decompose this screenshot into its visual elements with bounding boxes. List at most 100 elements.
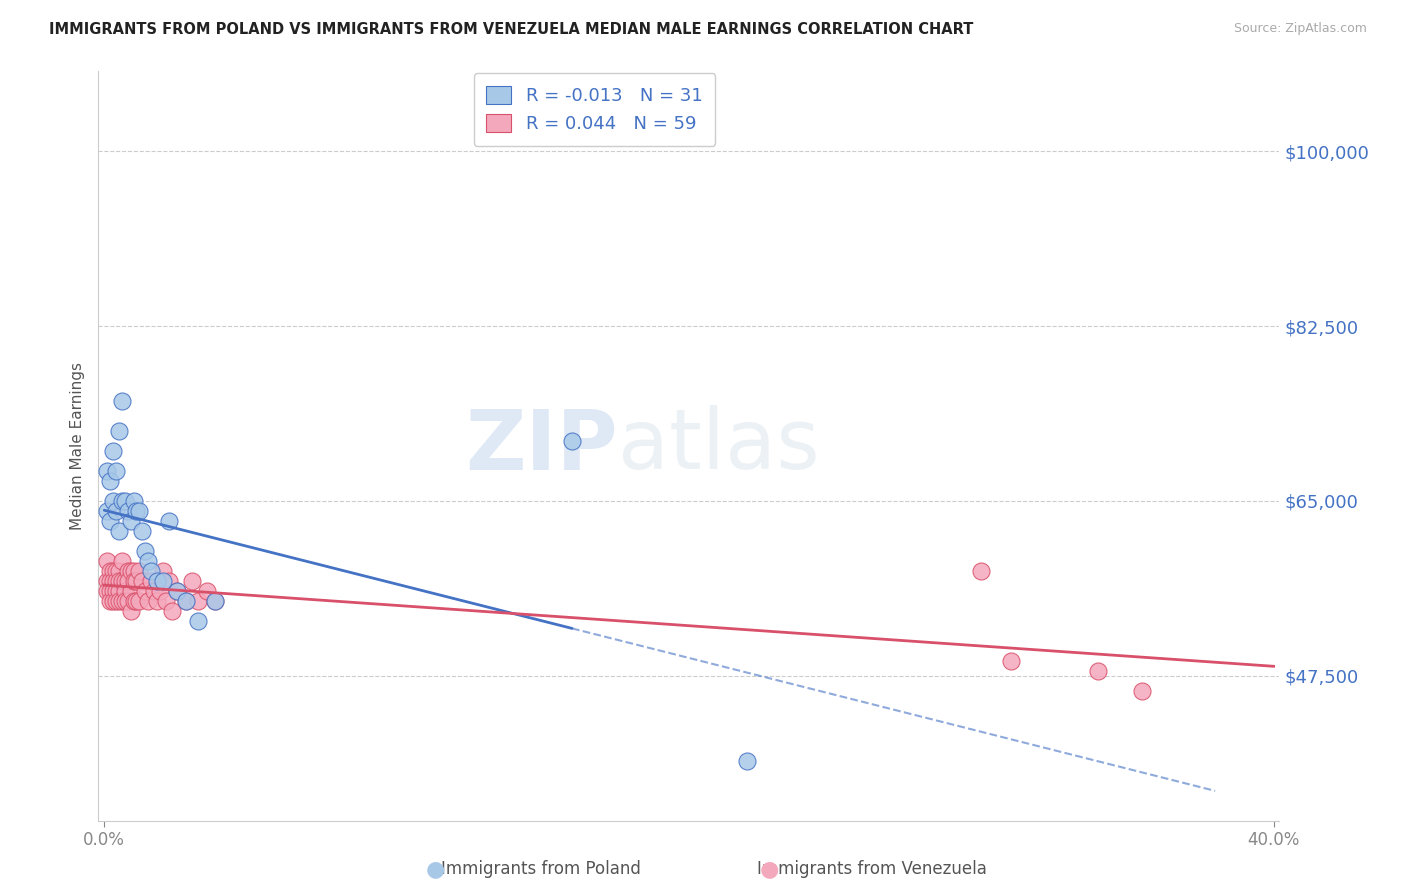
Point bbox=[111, 394, 134, 409]
Point bbox=[114, 583, 136, 598]
Point bbox=[117, 574, 139, 588]
Text: ●: ● bbox=[426, 859, 446, 879]
Point bbox=[131, 524, 153, 538]
Point bbox=[139, 574, 162, 588]
Point bbox=[120, 583, 142, 598]
Point bbox=[166, 583, 188, 598]
Point bbox=[111, 574, 134, 588]
Point bbox=[96, 554, 118, 568]
Point bbox=[157, 574, 180, 588]
Point bbox=[136, 554, 159, 568]
Point bbox=[111, 494, 134, 508]
Point bbox=[122, 494, 145, 508]
Point bbox=[136, 594, 159, 608]
Point bbox=[111, 554, 134, 568]
Text: IMMIGRANTS FROM POLAND VS IMMIGRANTS FROM VENEZUELA MEDIAN MALE EARNINGS CORRELA: IMMIGRANTS FROM POLAND VS IMMIGRANTS FRO… bbox=[49, 22, 973, 37]
Point bbox=[117, 504, 139, 518]
Point bbox=[187, 594, 209, 608]
Point bbox=[204, 594, 226, 608]
Point bbox=[108, 424, 131, 438]
Point bbox=[98, 564, 121, 578]
Point bbox=[104, 564, 127, 578]
Point bbox=[122, 564, 145, 578]
Text: Immigrants from Poland: Immigrants from Poland bbox=[441, 860, 641, 878]
Point bbox=[104, 594, 127, 608]
Point bbox=[101, 444, 124, 458]
Point bbox=[128, 564, 150, 578]
Point bbox=[143, 583, 166, 598]
Point bbox=[155, 594, 177, 608]
Point bbox=[125, 594, 148, 608]
Legend: R = -0.013   N = 31, R = 0.044   N = 59: R = -0.013 N = 31, R = 0.044 N = 59 bbox=[474, 73, 716, 146]
Point bbox=[98, 514, 121, 528]
Point bbox=[114, 594, 136, 608]
Point bbox=[187, 614, 209, 628]
Point bbox=[152, 574, 174, 588]
Point bbox=[152, 564, 174, 578]
Point bbox=[146, 594, 169, 608]
Point bbox=[96, 583, 118, 598]
Point bbox=[101, 494, 124, 508]
Point bbox=[1000, 654, 1022, 668]
Point bbox=[101, 594, 124, 608]
Point bbox=[96, 504, 118, 518]
Point bbox=[204, 594, 226, 608]
Point bbox=[134, 583, 156, 598]
Point bbox=[108, 524, 131, 538]
Point bbox=[104, 583, 127, 598]
Point bbox=[128, 594, 150, 608]
Point bbox=[125, 504, 148, 518]
Point bbox=[1087, 664, 1109, 678]
Point bbox=[98, 583, 121, 598]
Point bbox=[104, 504, 127, 518]
Point bbox=[160, 604, 183, 618]
Point bbox=[101, 564, 124, 578]
Point bbox=[108, 594, 131, 608]
Point bbox=[149, 583, 172, 598]
Point bbox=[181, 574, 204, 588]
Point bbox=[561, 434, 583, 448]
Point bbox=[108, 564, 131, 578]
Point bbox=[101, 574, 124, 588]
Point bbox=[120, 564, 142, 578]
Point bbox=[166, 583, 188, 598]
Point bbox=[195, 583, 218, 598]
Point bbox=[125, 574, 148, 588]
Text: ●: ● bbox=[759, 859, 779, 879]
Point bbox=[114, 494, 136, 508]
Point bbox=[970, 564, 993, 578]
Point bbox=[122, 594, 145, 608]
Point bbox=[114, 574, 136, 588]
Point bbox=[96, 574, 118, 588]
Point bbox=[146, 574, 169, 588]
Point bbox=[157, 514, 180, 528]
Point bbox=[174, 594, 197, 608]
Point bbox=[120, 514, 142, 528]
Point bbox=[104, 574, 127, 588]
Point bbox=[117, 594, 139, 608]
Point bbox=[98, 474, 121, 488]
Point bbox=[131, 574, 153, 588]
Point bbox=[139, 564, 162, 578]
Y-axis label: Median Male Earnings: Median Male Earnings bbox=[69, 362, 84, 530]
Point bbox=[101, 583, 124, 598]
Point bbox=[98, 574, 121, 588]
Point bbox=[122, 574, 145, 588]
Point bbox=[104, 464, 127, 478]
Point bbox=[108, 574, 131, 588]
Text: atlas: atlas bbox=[619, 406, 820, 486]
Point bbox=[737, 754, 759, 768]
Text: Source: ZipAtlas.com: Source: ZipAtlas.com bbox=[1233, 22, 1367, 36]
Point bbox=[117, 564, 139, 578]
Point bbox=[128, 504, 150, 518]
Point bbox=[96, 464, 118, 478]
Point bbox=[134, 544, 156, 558]
Point bbox=[98, 594, 121, 608]
Text: ZIP: ZIP bbox=[465, 406, 619, 486]
Point bbox=[174, 594, 197, 608]
Point bbox=[111, 594, 134, 608]
Point bbox=[1130, 683, 1153, 698]
Text: Immigrants from Venezuela: Immigrants from Venezuela bbox=[756, 860, 987, 878]
Point bbox=[120, 604, 142, 618]
Point bbox=[108, 583, 131, 598]
